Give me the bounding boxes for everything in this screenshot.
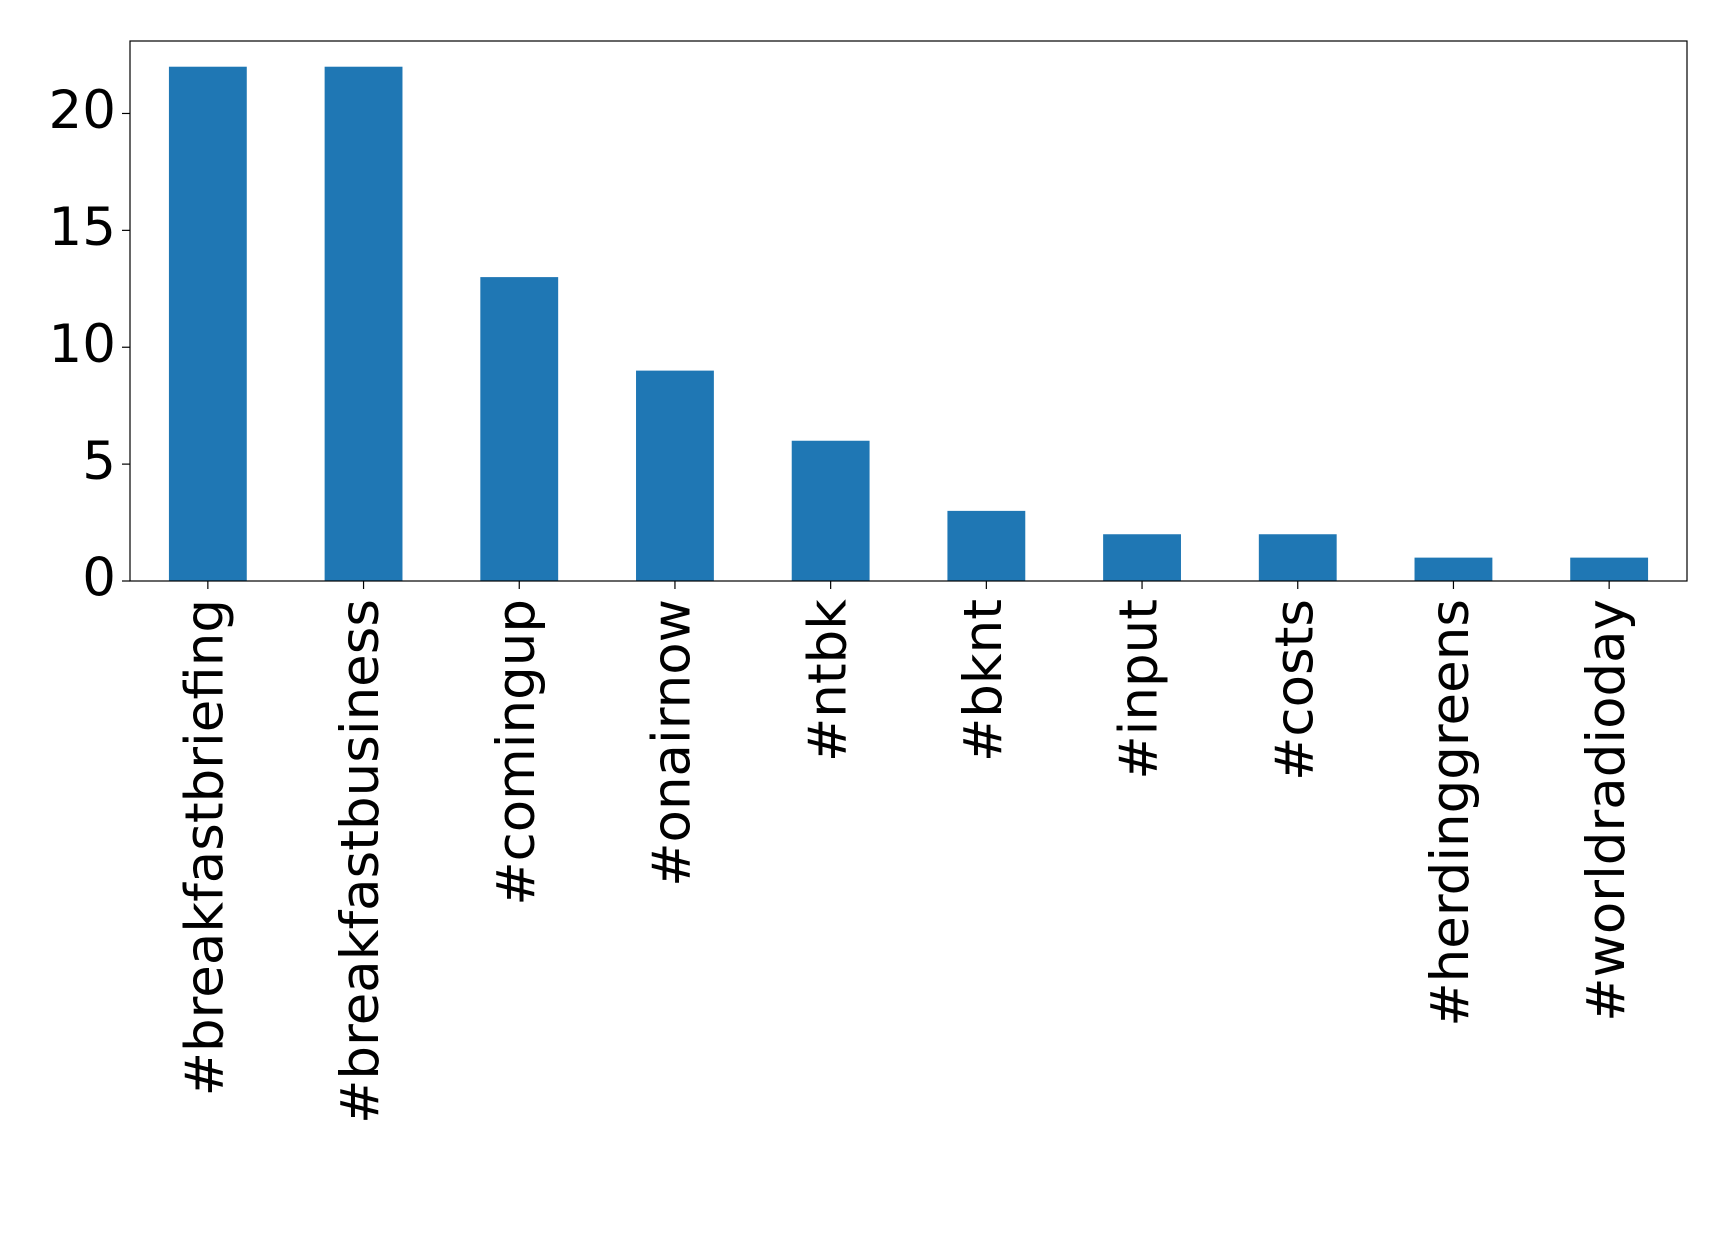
x-tick-label: #comingup (486, 599, 547, 906)
x-tick-label: #worldradioday (1576, 599, 1637, 1022)
plot-frame (129, 40, 1688, 582)
x-tick-label: #input (1109, 599, 1170, 780)
bar (1570, 557, 1649, 581)
y-tick-label: 15 (49, 197, 116, 258)
x-tick-label: #costs (1264, 599, 1325, 781)
bar (480, 277, 559, 581)
bar (168, 66, 247, 581)
x-tick-label: #breakfastbusiness (330, 599, 391, 1124)
x-tick-label: #onairnow (642, 599, 703, 887)
x-tick-label: #bknt (953, 599, 1014, 762)
x-tick-label: #ntbk (797, 599, 858, 762)
y-tick-label: 20 (49, 80, 116, 141)
bar (791, 440, 870, 581)
bar (1258, 534, 1337, 581)
bar (1414, 557, 1493, 581)
y-tick-label: 10 (49, 314, 116, 375)
bar (1103, 534, 1181, 581)
bar (324, 66, 403, 581)
y-tick-label: 0 (82, 548, 116, 609)
y-tick-label: 5 (82, 431, 116, 492)
bar (947, 510, 1026, 581)
x-tick-label: #herdinggreens (1420, 599, 1481, 1027)
bar (636, 370, 714, 581)
x-tick-label: #breakfastbriefing (174, 599, 235, 1096)
